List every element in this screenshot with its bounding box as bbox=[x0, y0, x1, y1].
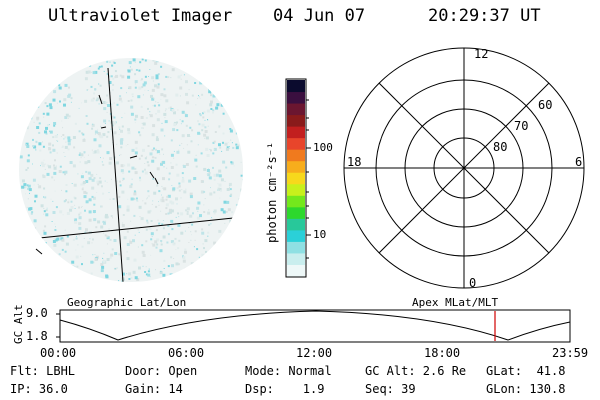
colorbar-band bbox=[287, 206, 305, 219]
status-dsp: Dsp: 1.9 bbox=[245, 382, 325, 396]
colorbar bbox=[285, 78, 311, 278]
colorbar-band bbox=[287, 264, 305, 277]
mlat-label-80: 80 bbox=[493, 140, 508, 154]
mlt-label-6: 6 bbox=[575, 155, 583, 169]
status-filter: Flt: LBHL bbox=[10, 364, 76, 378]
colorbar-band bbox=[287, 252, 305, 265]
timeline-xtick-1: 06:00 bbox=[168, 346, 205, 360]
geo-meridian-line bbox=[107, 67, 124, 282]
timeline-xtick-4: 23:59 bbox=[552, 346, 589, 360]
status-gc-alt: GC Alt: 2.6 Re bbox=[365, 364, 467, 378]
instrument-title: Ultraviolet Imager bbox=[48, 6, 233, 26]
orbit-altitude-curve bbox=[59, 310, 571, 341]
colorbar-band bbox=[287, 91, 305, 104]
timeline-xtick-3: 18:00 bbox=[424, 346, 461, 360]
polar-plot bbox=[343, 47, 585, 289]
timeline-xtick-2: 12:00 bbox=[296, 346, 333, 360]
colorbar-band bbox=[287, 229, 305, 242]
colorbar-band bbox=[287, 114, 305, 127]
mlt-label-0: 0 bbox=[469, 276, 477, 290]
timeline-ytick-low: 1.8 bbox=[26, 329, 48, 343]
colorbar-band bbox=[287, 137, 305, 150]
colorbar-tick-100: 100 bbox=[313, 141, 333, 154]
status-seq: Seq: 39 bbox=[365, 382, 416, 396]
colorbar-band bbox=[287, 149, 305, 162]
status-door: Door: Open bbox=[125, 364, 198, 378]
colorbar-band bbox=[287, 160, 305, 173]
colorbar-tick-10: 10 bbox=[313, 228, 327, 241]
mlat-label-70: 70 bbox=[514, 119, 529, 133]
geo-latitude-line bbox=[19, 216, 243, 241]
colorbar-band bbox=[287, 218, 305, 231]
timeline-axis-label: GC Alt bbox=[12, 304, 25, 344]
colorbar-band bbox=[287, 80, 305, 93]
time-label: 20:29:37 UT bbox=[428, 6, 541, 26]
mlt-label-12: 12 bbox=[474, 47, 489, 61]
colorbar-band bbox=[287, 172, 305, 185]
colorbar-band bbox=[287, 126, 305, 139]
colorbar-band bbox=[287, 183, 305, 196]
timeline-xtick-0: 00:00 bbox=[40, 346, 77, 360]
colorbar-band bbox=[287, 241, 305, 254]
colorbar-unit-label: photon cm⁻²s⁻¹ bbox=[265, 141, 279, 243]
status-mode: Mode: Normal bbox=[245, 364, 332, 378]
status-glat: GLat: 41.8 bbox=[486, 364, 566, 378]
timeline-ytick-high: 9.0 bbox=[26, 306, 48, 320]
status-glon: GLon: 130.8 bbox=[486, 382, 566, 396]
status-gain: Gain: 14 bbox=[125, 382, 183, 396]
timeline-right-title: Apex MLat/MLT bbox=[412, 296, 499, 309]
colorbar-band bbox=[287, 103, 305, 116]
timeline-panel bbox=[56, 309, 571, 343]
mlt-label-18: 18 bbox=[347, 155, 362, 169]
uv-image bbox=[19, 58, 243, 282]
date-label: 04 Jun 07 bbox=[273, 6, 366, 26]
status-ip: IP: 36.0 bbox=[10, 382, 68, 396]
mlat-label-60: 60 bbox=[538, 98, 553, 112]
colorbar-band bbox=[287, 195, 305, 208]
timeline-left-title: Geographic Lat/Lon bbox=[67, 296, 187, 309]
